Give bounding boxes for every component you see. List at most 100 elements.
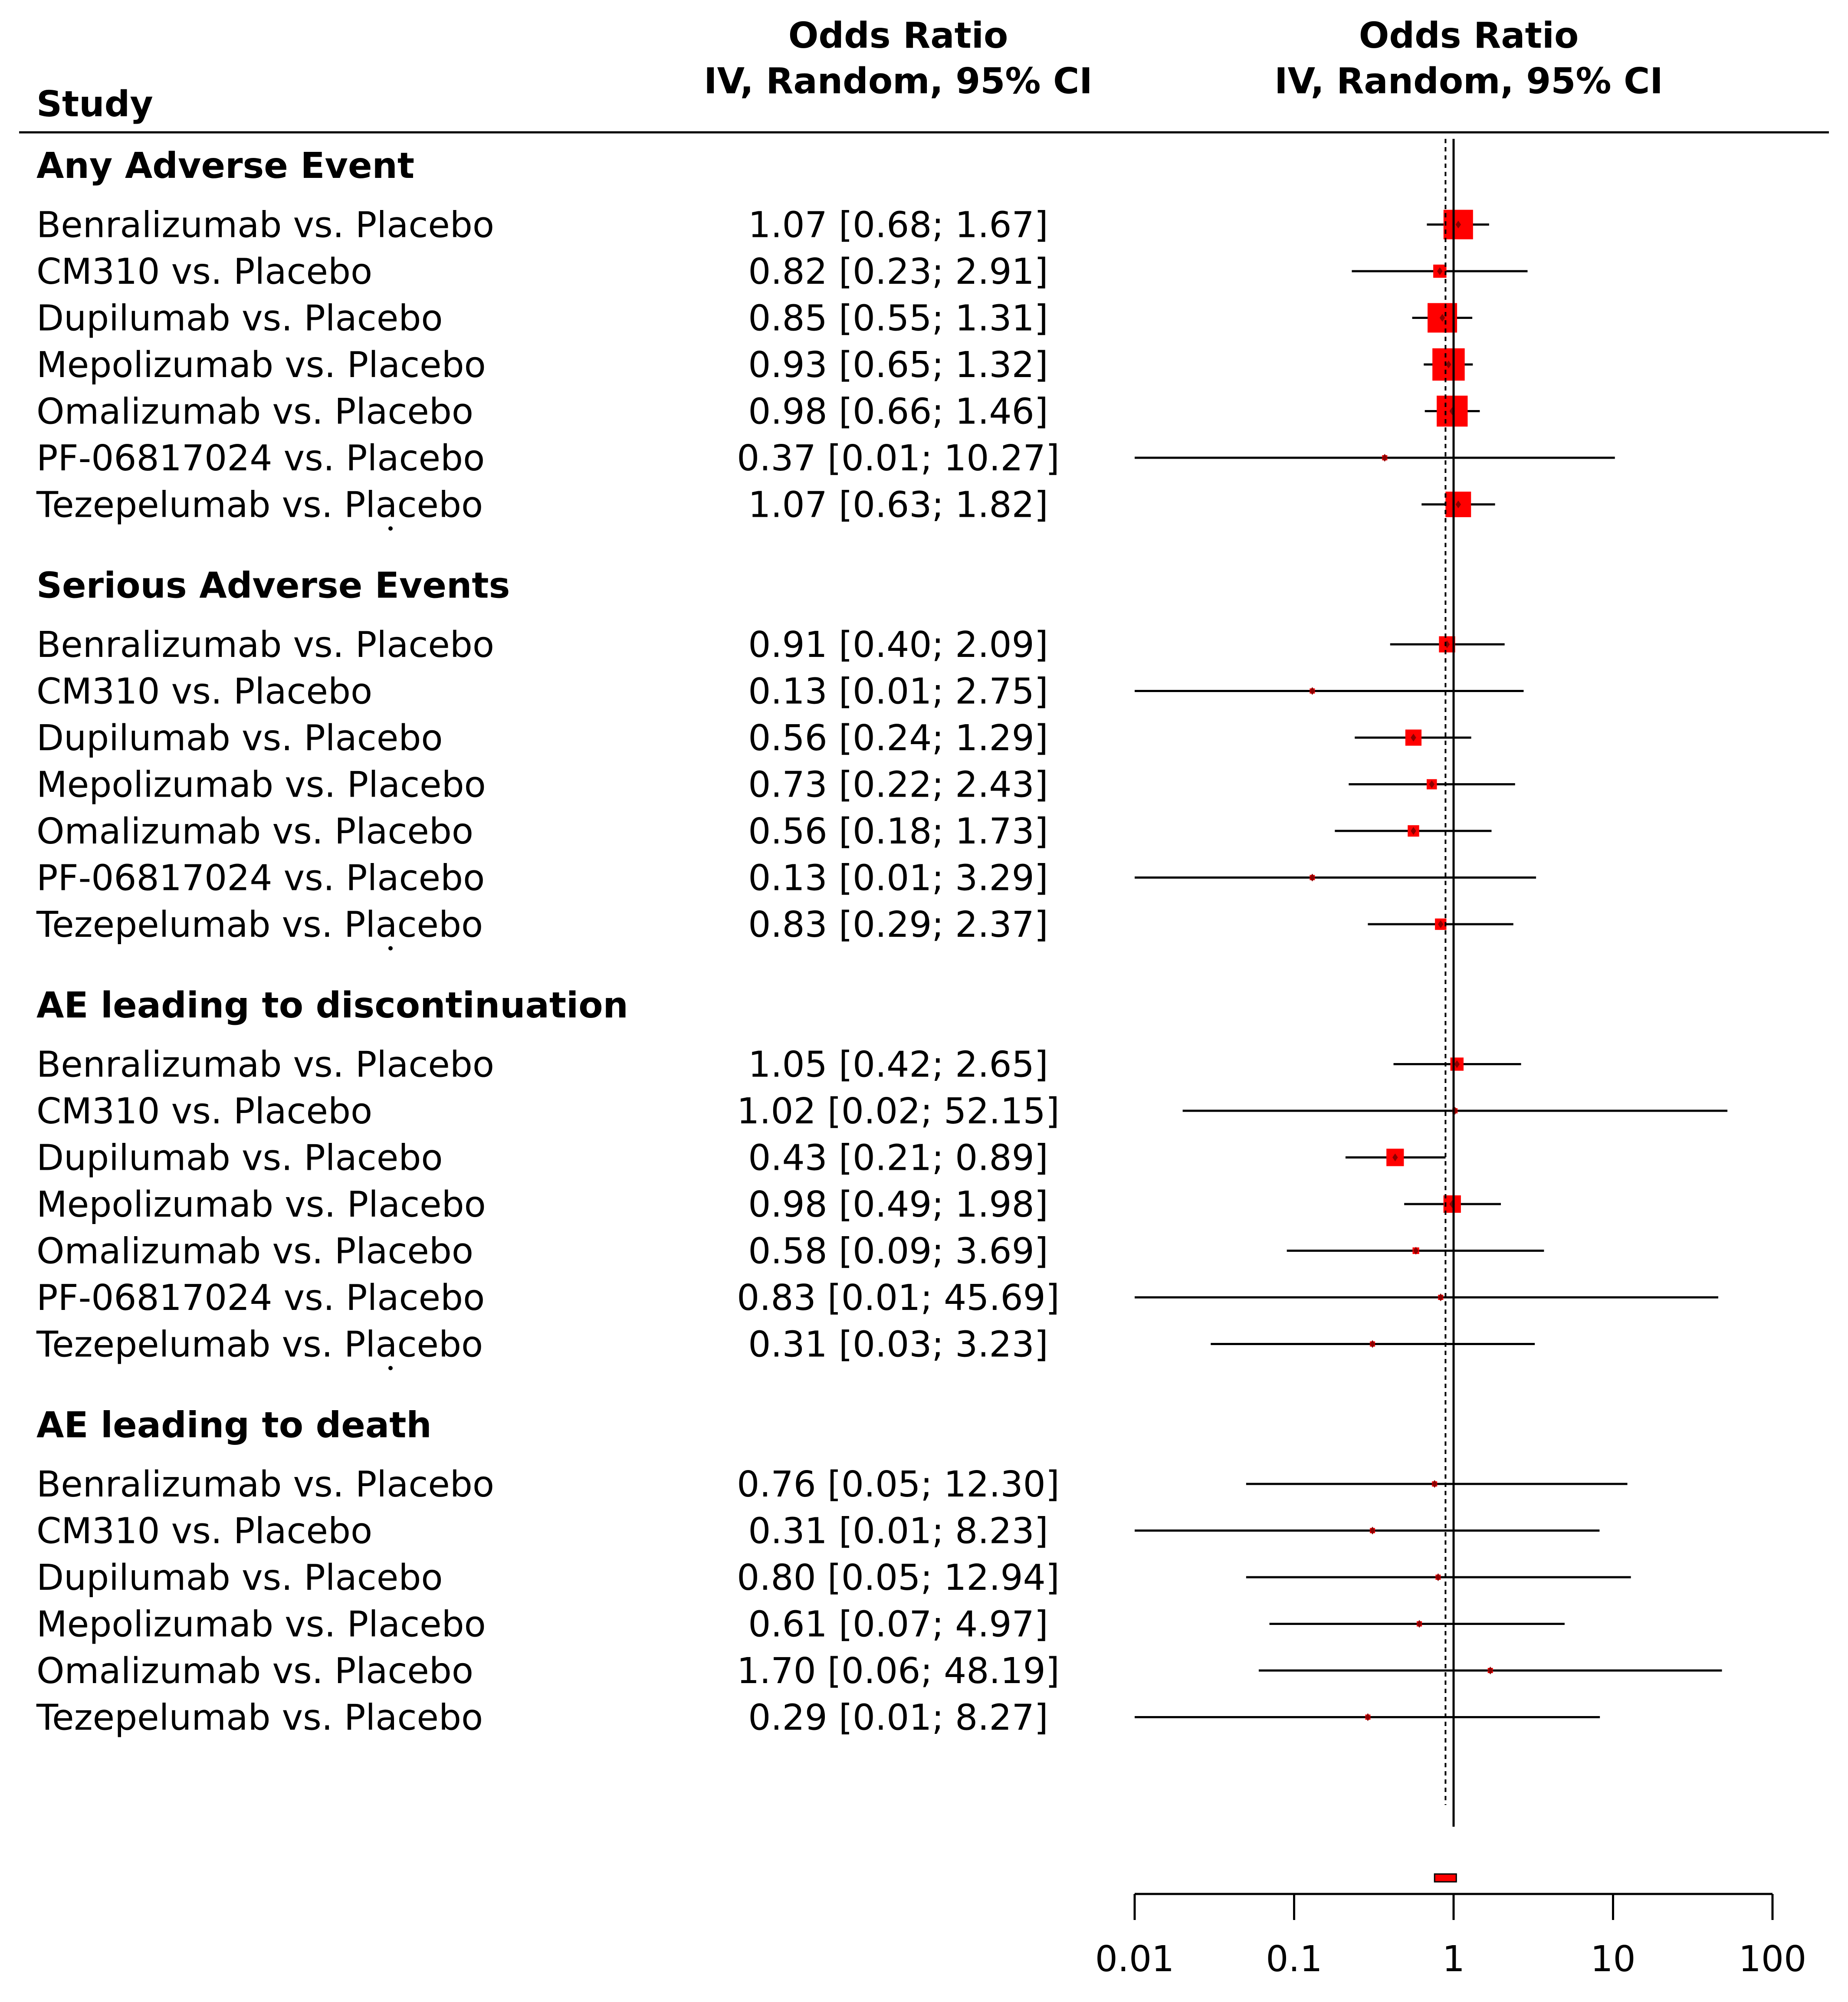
study-label: Mepolizumab vs. Placebo <box>36 1184 486 1225</box>
study-label: Mepolizumab vs. Placebo <box>36 345 486 386</box>
study-label: CM310 vs. Placebo <box>36 251 372 292</box>
x-axis-tick-label: 0.01 <box>1095 1939 1175 1980</box>
study-label: PF-06817024 vs. Placebo <box>36 858 485 899</box>
study-label: Dupilumab vs. Placebo <box>36 718 443 759</box>
study-ci-text: 0.31 [0.03; 3.23] <box>748 1324 1048 1365</box>
study-ci-text: 0.98 [0.66; 1.46] <box>748 391 1048 433</box>
study-point <box>1454 1060 1460 1068</box>
study-ci-text: 0.91 [0.40; 2.09] <box>748 624 1048 666</box>
study-ci-text: 0.93 [0.65; 1.32] <box>748 345 1048 386</box>
header-ci-subtitle: IV, Random, 95% CI <box>704 61 1093 102</box>
header-study: Study <box>36 84 153 125</box>
study-point <box>1411 827 1416 835</box>
group-header: Any Adverse Event <box>36 145 414 187</box>
study-ci-text: 0.83 [0.29; 2.37] <box>748 904 1048 945</box>
study-point <box>1439 314 1445 322</box>
study-label: Tezepelumab vs. Placebo <box>36 1324 483 1365</box>
study-label: Omalizumab vs. Placebo <box>36 1231 473 1272</box>
study-point <box>1429 780 1435 788</box>
study-ci-text: 0.29 [0.01; 8.27] <box>748 1697 1048 1739</box>
study-ci-text: 0.61 [0.07; 4.97] <box>748 1604 1048 1645</box>
study-label: Dupilumab vs. Placebo <box>36 298 443 339</box>
study-label: Dupilumab vs. Placebo <box>36 1557 443 1598</box>
study-label: PF-06817024 vs. Placebo <box>36 1277 485 1319</box>
study-ci-text: 0.56 [0.24; 1.29] <box>748 718 1048 759</box>
study-point <box>1392 1153 1398 1162</box>
study-ci-text: 0.82 [0.23; 2.91] <box>748 251 1048 292</box>
study-point <box>1369 1526 1375 1535</box>
x-axis-tick-label: 100 <box>1739 1939 1807 1980</box>
study-ci-text: 1.70 [0.06; 48.19] <box>737 1651 1060 1692</box>
study-label: CM310 vs. Placebo <box>36 1091 372 1132</box>
study-point <box>1310 873 1315 882</box>
study-point <box>1310 687 1315 695</box>
study-point <box>1437 267 1443 275</box>
study-ci-text: 1.02 [0.02; 52.15] <box>737 1091 1060 1132</box>
study-point <box>1435 1573 1441 1581</box>
study-label: Mepolizumab vs. Placebo <box>36 765 486 806</box>
study-point <box>1411 734 1416 742</box>
study-point <box>1455 500 1461 509</box>
study-label: Omalizumab vs. Placebo <box>36 1651 473 1692</box>
study-label: Omalizumab vs. Placebo <box>36 391 473 433</box>
study-label: Tezepelumab vs. Placebo <box>36 485 483 526</box>
study-ci-text: 0.98 [0.49; 1.98] <box>748 1184 1048 1225</box>
study-ci-text: 0.13 [0.01; 3.29] <box>748 858 1048 899</box>
header-plot-title: Odds Ratio <box>1359 15 1579 56</box>
study-ci-text: 0.13 [0.01; 2.75] <box>748 671 1048 712</box>
header-plot-subtitle: IV, Random, 95% CI <box>1274 61 1663 102</box>
study-point <box>1455 220 1461 229</box>
x-axis-tick-label: 1 <box>1442 1939 1465 1980</box>
group-header: AE leading to death <box>36 1405 432 1446</box>
group-header: Serious Adverse Events <box>36 565 510 607</box>
study-point <box>1487 1667 1493 1674</box>
study-ci-text: 0.80 [0.05; 12.94] <box>737 1557 1060 1598</box>
study-label: Mepolizumab vs. Placebo <box>36 1604 486 1645</box>
study-point <box>1452 1107 1458 1115</box>
group-separator-dot <box>388 946 393 951</box>
summary-estimate <box>1434 1873 1457 1883</box>
group-separator-dot <box>388 1366 393 1370</box>
study-ci-text: 0.73 [0.22; 2.43] <box>748 765 1048 806</box>
study-ci-text: 1.07 [0.63; 1.82] <box>748 485 1048 526</box>
study-ci-text: 1.07 [0.68; 1.67] <box>748 205 1048 246</box>
study-ci-text: 0.76 [0.05; 12.30] <box>737 1464 1060 1505</box>
study-label: CM310 vs. Placebo <box>36 1511 372 1552</box>
study-ci-text: 0.37 [0.01; 10.27] <box>737 438 1060 479</box>
study-point <box>1416 1620 1422 1628</box>
x-axis-tick-label: 0.1 <box>1266 1939 1322 1980</box>
study-label: Benralizumab vs. Placebo <box>36 205 494 246</box>
x-axis-tick-label: 10 <box>1590 1939 1635 1980</box>
study-label: Benralizumab vs. Placebo <box>36 624 494 666</box>
study-point <box>1446 361 1451 368</box>
study-label: PF-06817024 vs. Placebo <box>36 438 485 479</box>
study-label: CM310 vs. Placebo <box>36 671 372 712</box>
study-point <box>1413 1247 1419 1255</box>
study-ci-text: 0.58 [0.09; 3.69] <box>748 1231 1048 1272</box>
study-label: Tezepelumab vs. Placebo <box>36 904 483 945</box>
study-point <box>1369 1340 1375 1348</box>
header-ci-title: Odds Ratio <box>788 15 1008 56</box>
study-ci-text: 0.83 [0.01; 45.69] <box>737 1277 1060 1319</box>
study-point <box>1438 920 1444 928</box>
study-ci-text: 1.05 [0.42; 2.65] <box>748 1044 1048 1086</box>
study-point <box>1365 1713 1371 1721</box>
study-point <box>1382 454 1388 462</box>
plot-layer: 0.01 0.1 1 10 100 <box>1095 139 1807 1980</box>
study-ci-text: 0.56 [0.18; 1.73] <box>748 811 1048 852</box>
study-point <box>1431 1480 1438 1488</box>
group-header: AE leading to discontinuation <box>36 985 628 1026</box>
group-separator-dot <box>388 526 393 531</box>
rows-layer: Any Adverse Event Benralizumab vs. Placeb… <box>36 145 1060 1739</box>
study-label: Dupilumab vs. Placebo <box>36 1138 443 1179</box>
study-ci-text: 0.85 [0.55; 1.31] <box>748 298 1048 339</box>
study-point <box>1438 1293 1444 1301</box>
study-label: Benralizumab vs. Placebo <box>36 1464 494 1505</box>
study-label: Benralizumab vs. Placebo <box>36 1044 494 1086</box>
study-point <box>1449 407 1455 415</box>
study-label: Omalizumab vs. Placebo <box>36 811 473 852</box>
study-ci-text: 0.31 [0.01; 8.23] <box>748 1511 1048 1552</box>
study-ci-text: 0.43 [0.21; 0.89] <box>748 1138 1048 1179</box>
study-point <box>1449 1200 1455 1208</box>
